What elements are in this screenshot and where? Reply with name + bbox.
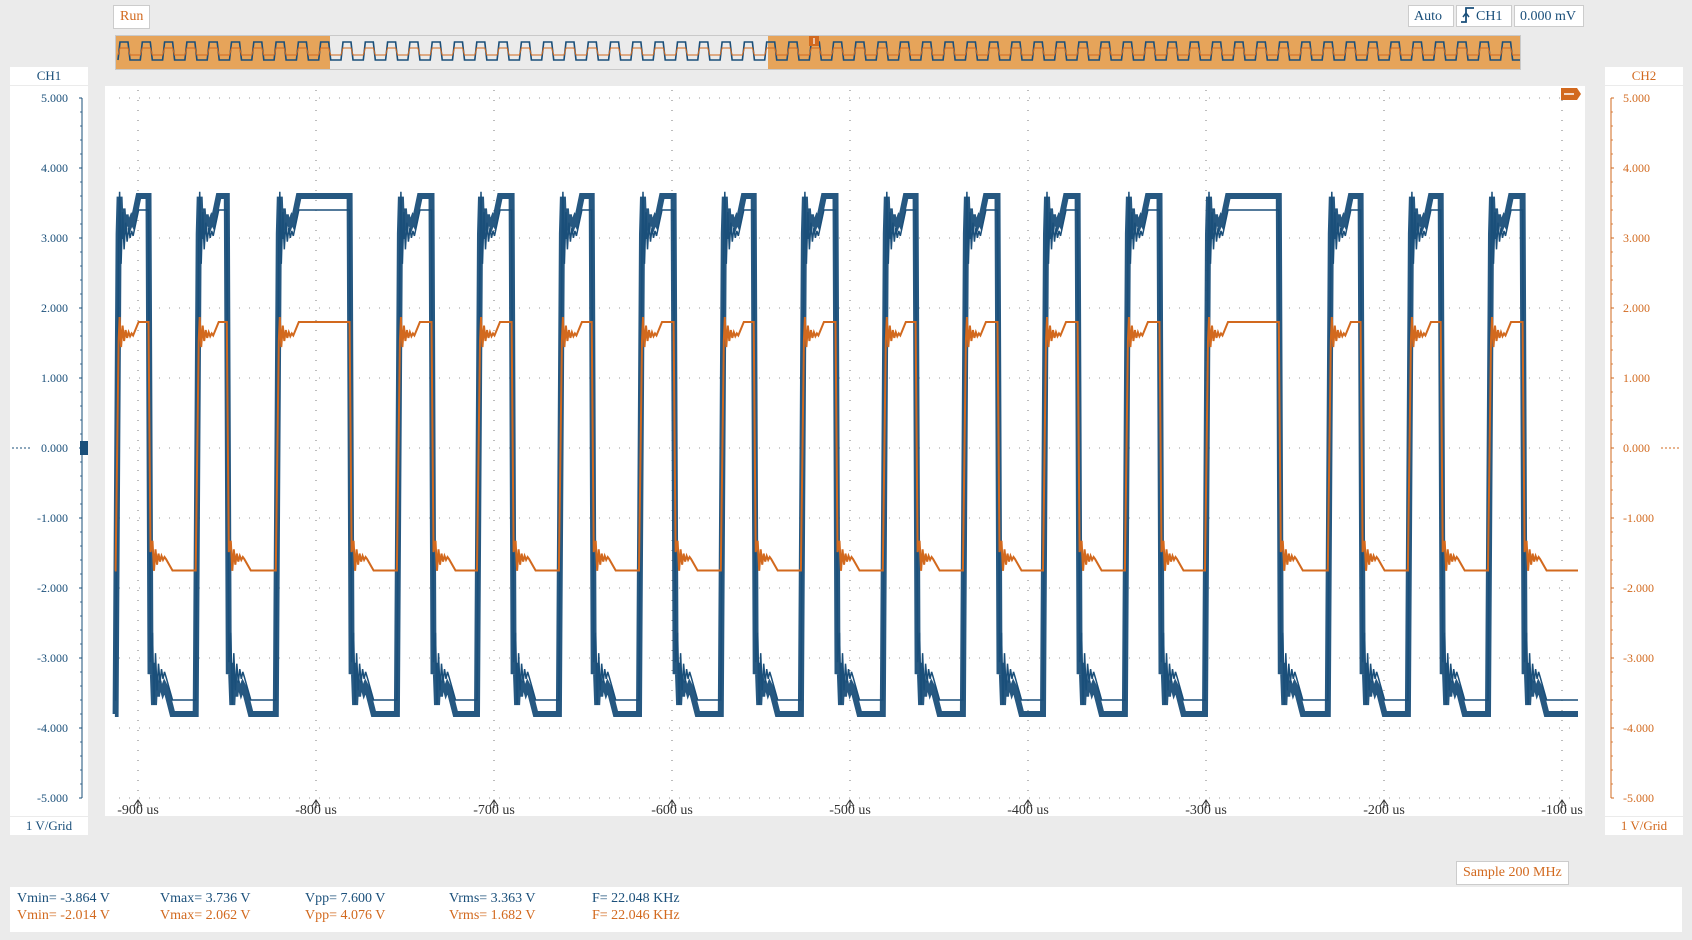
overview-ch1-wave xyxy=(117,41,1520,61)
x-tick-label: -300 us xyxy=(1185,803,1227,816)
ch1-frequency: F= 22.048 KHz xyxy=(592,891,680,906)
measurement-panel: Vmin= -3.864 V Vmax= 3.736 V Vpp= 7.600 … xyxy=(10,887,1682,932)
ch1-scale-label[interactable]: 1 V/Grid xyxy=(10,817,88,835)
y-tick-label: -5.000 xyxy=(37,791,68,805)
ch1-axis-panel: 5.000 4.000 3.000 2.000 1.000 0.000 -1.000 -2.0… xyxy=(10,86,88,816)
y-tick-label: 0.000 xyxy=(1623,441,1650,455)
y-tick-label: 5.000 xyxy=(1623,91,1650,105)
overview-svg xyxy=(116,36,1520,69)
ch2-scale-label[interactable]: 1 V/Grid xyxy=(1605,817,1683,835)
ch2-vmax: Vmax= 2.062 V xyxy=(160,908,251,923)
y-tick-label: -4.000 xyxy=(1623,721,1654,735)
ch2-vpp: Vpp= 4.076 V xyxy=(305,908,386,923)
x-tick-label: -500 us xyxy=(829,803,871,816)
overview-ch2-wave xyxy=(117,47,1520,56)
ch2-frequency: F= 22.046 KHz xyxy=(592,908,680,923)
y-tick-label: 1.000 xyxy=(1623,371,1650,385)
y-tick-label: 2.000 xyxy=(41,301,68,315)
ch2-vrms: Vrms= 1.682 V xyxy=(449,908,536,923)
y-tick-label: -2.000 xyxy=(1623,581,1654,595)
ch1-waveform xyxy=(114,191,1578,705)
y-tick-label: 4.000 xyxy=(41,161,68,175)
ch1-vrms: Vrms= 3.363 V xyxy=(449,891,536,906)
ch2-axis-panel: 5.000 4.000 3.000 2.000 1.000 0.000 -1.000 -2.0… xyxy=(1605,86,1683,816)
trigger-channel-label: CH1 xyxy=(1476,9,1503,24)
ch2-y-axis: 5.000 4.000 3.000 2.000 1.000 0.000 -1.000 -2.0… xyxy=(1610,91,1681,805)
x-tick-label: -800 us xyxy=(295,803,337,816)
waveform-plot[interactable]: -900 us -800 us -700 us -600 us -500 us -400 … xyxy=(105,86,1585,818)
trigger-level-field[interactable]: 0.000 mV xyxy=(1514,5,1584,27)
y-tick-label: 3.000 xyxy=(1623,231,1650,245)
x-tick-label: -400 us xyxy=(1007,803,1049,816)
run-status-button[interactable]: Run xyxy=(113,5,151,29)
y-tick-label: -5.000 xyxy=(1623,791,1654,805)
ch1-y-axis: 5.000 4.000 3.000 2.000 1.000 0.000 -1.000 -2.0… xyxy=(12,91,88,805)
waveform-overview[interactable] xyxy=(115,35,1521,70)
sample-rate-badge[interactable]: Sample 200 MHz xyxy=(1456,861,1569,885)
y-tick-label: 3.000 xyxy=(41,231,68,245)
x-tick-label: -200 us xyxy=(1363,803,1405,816)
y-tick-label: -3.000 xyxy=(37,651,68,665)
x-tick-label: -900 us xyxy=(117,803,159,816)
y-tick-label: 2.000 xyxy=(1623,301,1650,315)
y-tick-label: 1.000 xyxy=(41,371,68,385)
ch1-waveform-band xyxy=(112,193,1578,717)
y-tick-label: -1.000 xyxy=(1623,511,1654,525)
x-tick-label: -100 us xyxy=(1541,803,1583,816)
trigger-source-button[interactable]: CH1 xyxy=(1456,5,1512,27)
y-tick-label: 4.000 xyxy=(1623,161,1650,175)
ch1-vpp: Vpp= 7.600 V xyxy=(305,891,386,906)
x-tick-label: -700 us xyxy=(473,803,515,816)
ch1-vmin: Vmin= -3.864 V xyxy=(17,891,110,906)
y-tick-label: -1.000 xyxy=(37,511,68,525)
y-tick-label: -4.000 xyxy=(37,721,68,735)
ch2-label[interactable]: CH2 xyxy=(1605,67,1683,85)
ch2-vmin: Vmin= -2.014 V xyxy=(17,908,110,923)
plot-svg: -900 us -800 us -700 us -600 us -500 us -400 … xyxy=(112,88,1583,818)
y-tick-label: -3.000 xyxy=(1623,651,1654,665)
ch1-label[interactable]: CH1 xyxy=(10,67,88,85)
x-tick-label: -600 us xyxy=(651,803,693,816)
overview-window-center xyxy=(330,36,768,69)
y-tick-label: 5.000 xyxy=(41,91,68,105)
y-tick-label: 0.000 xyxy=(41,441,68,455)
rising-edge-icon xyxy=(1461,7,1474,23)
trigger-mode-button[interactable]: Auto xyxy=(1408,5,1454,27)
ch1-vmax: Vmax= 3.736 V xyxy=(160,891,251,906)
x-axis: -900 us -800 us -700 us -600 us -500 us -400 … xyxy=(117,799,1583,818)
ch2-waveform xyxy=(114,317,1578,572)
ch1-offset-marker[interactable] xyxy=(80,441,88,455)
y-tick-label: -2.000 xyxy=(37,581,68,595)
